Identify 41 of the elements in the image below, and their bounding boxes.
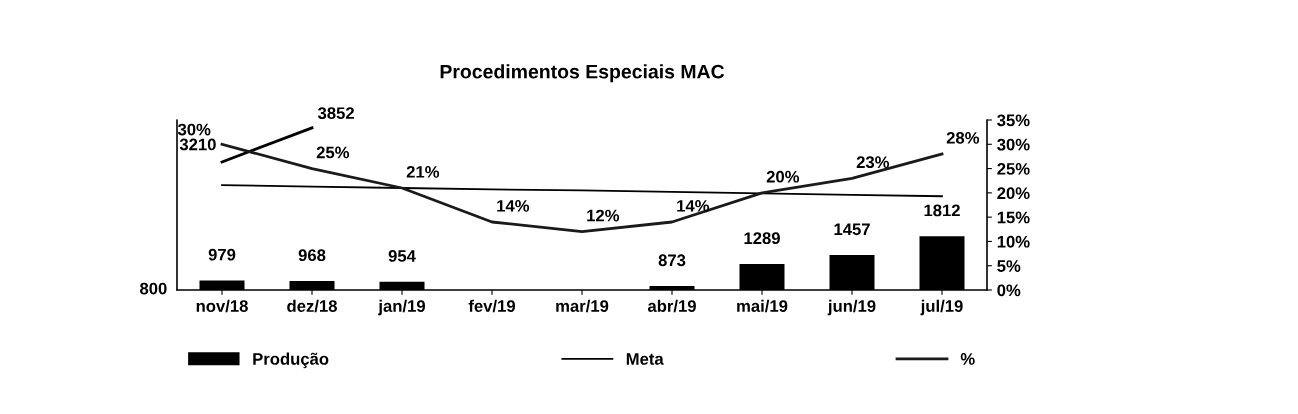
y2-tick-label: 20% — [997, 187, 1030, 200]
data-label: 3210 — [179, 138, 216, 151]
data-label: 30% — [177, 123, 211, 136]
x-tick-label: jul/19 — [920, 299, 963, 316]
data-label: 968 — [298, 249, 326, 262]
chart-title: Procedimentos Especiais MAC — [440, 64, 725, 83]
y2-tick-label: 35% — [997, 114, 1030, 127]
data-label: 1289 — [744, 232, 780, 245]
y2-tick-label: 5% — [997, 260, 1021, 272]
x-tick-label: mar/19 — [556, 299, 609, 313]
data-label: 20% — [766, 170, 800, 183]
data-label: 3852 — [317, 107, 354, 120]
x-tick-label: nov/18 — [196, 299, 248, 313]
x-tick-label: jun/19 — [827, 299, 876, 316]
x-tick-label: dez/18 — [287, 299, 337, 313]
data-label: 28% — [946, 131, 980, 144]
x-tick-label: mai/19 — [737, 299, 788, 313]
legend-label: Meta — [626, 353, 664, 365]
text: 800 — [140, 282, 167, 295]
data-label: 14% — [497, 200, 530, 212]
y2-tick-label: 15% — [997, 211, 1030, 224]
legend-label: Produção — [253, 352, 329, 369]
data-label: 21% — [406, 165, 440, 178]
legend-label: % — [960, 353, 975, 365]
y2-tick-label: 10% — [997, 235, 1030, 248]
data-label: 873 — [658, 254, 686, 267]
data-label: 12% — [587, 209, 620, 222]
data-label: 954 — [388, 250, 416, 262]
data-label: 1457 — [834, 223, 870, 236]
x-tick-label: fev/19 — [468, 299, 516, 313]
data-label: 1812 — [924, 204, 960, 217]
x-tick-label: jan/19 — [378, 299, 426, 316]
y2-tick-label: 0% — [997, 284, 1021, 297]
x-tick-label: abr/19 — [647, 299, 696, 313]
data-label: 979 — [208, 248, 236, 261]
data-label: 14% — [677, 200, 710, 212]
y2-tick-label: 30% — [997, 138, 1030, 151]
line-series — [221, 184, 943, 198]
data-label: 25% — [316, 146, 350, 159]
y2-tick-label: 25% — [997, 162, 1030, 175]
data-label: 23% — [856, 156, 890, 169]
